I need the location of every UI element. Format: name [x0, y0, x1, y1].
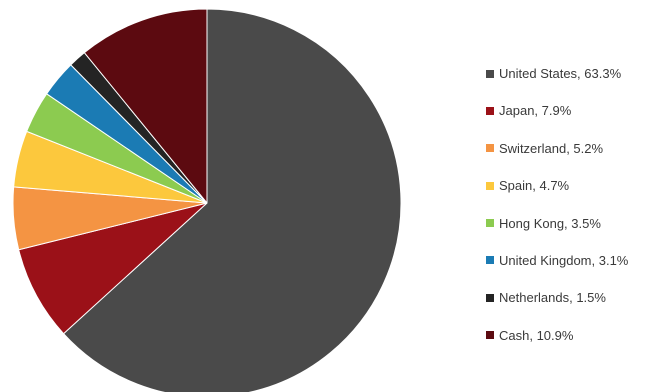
- legend-item: Hong Kong, 3.5%: [486, 214, 628, 233]
- legend-swatch: [486, 144, 494, 153]
- legend-swatch: [486, 106, 494, 115]
- chart-legend: United States, 63.3% Japan, 7.9% Switzerla…: [486, 64, 628, 363]
- legend-label: Hong Kong, 3.5%: [499, 215, 601, 231]
- legend-item: Japan, 7.9%: [486, 101, 628, 120]
- legend-swatch: [486, 181, 494, 190]
- legend-item: Spain, 4.7%: [486, 176, 628, 195]
- legend-label: Cash, 10.9%: [499, 327, 574, 343]
- legend-label: United States, 63.3%: [499, 66, 622, 81]
- pie-slice-japan: [18, 202, 208, 335]
- legend-label: Netherlands, 1.5%: [499, 290, 606, 306]
- legend-label: Japan, 7.9%: [499, 103, 572, 119]
- legend-swatch: [486, 69, 494, 78]
- legend-label: Switzerland, 5.2%: [499, 140, 604, 156]
- legend-swatch: [486, 256, 494, 265]
- legend-swatch: [486, 293, 494, 302]
- legend-item: United Kingdom, 3.1%: [486, 251, 628, 270]
- legend-label: Spain, 4.7%: [499, 178, 570, 194]
- legend-item: Netherlands, 1.5%: [486, 288, 628, 307]
- legend-swatch: [486, 331, 494, 340]
- legend-item: United States, 63.3%: [486, 64, 628, 83]
- pie-slice-cash: [83, 8, 208, 204]
- pie-slice-united-states: [63, 8, 402, 392]
- legend-label: United Kingdom, 3.1%: [499, 252, 629, 268]
- legend-swatch: [486, 219, 494, 228]
- legend-item: Cash, 10.9%: [486, 326, 628, 345]
- legend-item: Switzerland, 5.2%: [486, 139, 628, 158]
